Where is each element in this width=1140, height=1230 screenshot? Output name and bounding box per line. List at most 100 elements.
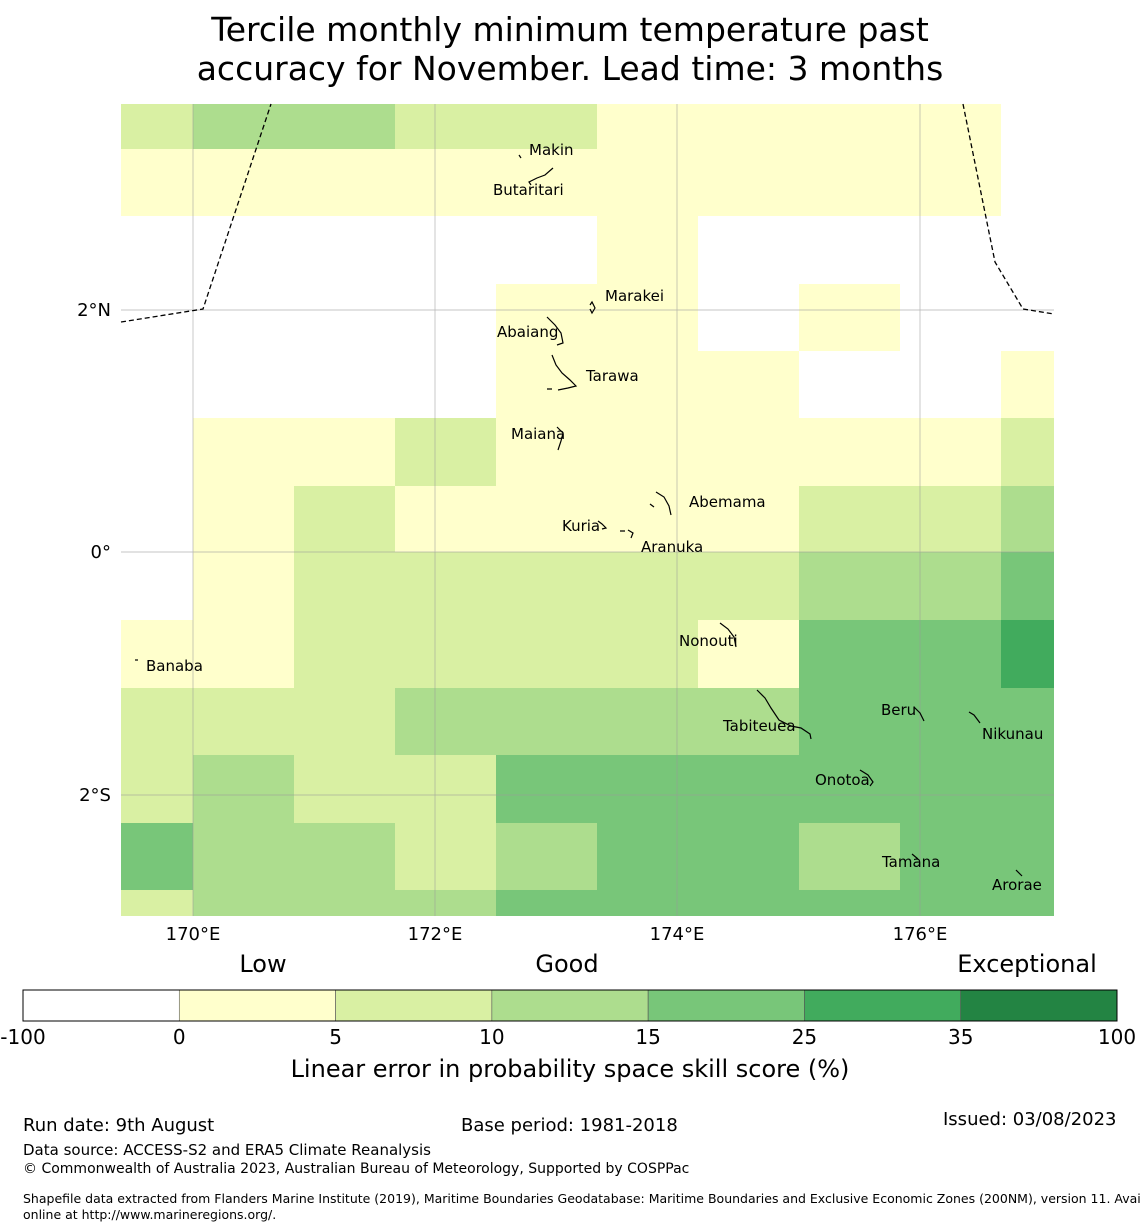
shapefile-credit-2: online at http://www.marineregions.org/.	[23, 1207, 277, 1222]
grid-cell	[698, 620, 799, 688]
grid-cell	[698, 552, 799, 620]
colorbar-swatch	[22, 989, 180, 1022]
label-aranuka: Aranuka	[641, 538, 703, 556]
island-outlines	[135, 154, 1023, 877]
grid-cell	[799, 104, 900, 149]
grid-cell	[395, 104, 496, 149]
grid-cell	[121, 149, 193, 216]
grid-cell	[799, 755, 900, 823]
grid-cell	[121, 104, 193, 149]
label-nonouti: Nonouti	[679, 632, 738, 650]
colorbar-tick-label: 5	[329, 1025, 342, 1049]
grid-cell	[698, 104, 799, 149]
grid-cell	[395, 620, 496, 688]
colorbar-tick-label: -100	[0, 1025, 45, 1049]
colorbar-label: Linear error in probability space skill …	[291, 1055, 850, 1083]
grid-cell	[799, 351, 900, 418]
grid-cell	[395, 351, 496, 418]
grid-cell	[900, 418, 1001, 486]
label-arorae: Arorae	[992, 876, 1042, 894]
run-date: Run date: 9th August	[23, 1115, 215, 1136]
grid-cell	[193, 890, 294, 916]
grid-cell	[121, 823, 193, 890]
grid-cell	[1001, 755, 1054, 823]
grid-cell	[799, 216, 900, 284]
grid-cell	[1001, 104, 1054, 149]
grid-cell	[597, 890, 698, 916]
label-banaba: Banaba	[146, 657, 203, 675]
grid-cell	[799, 688, 900, 755]
grid-cell	[496, 418, 597, 486]
label-tabiteuea: Tabiteuea	[722, 717, 796, 735]
label-maiana: Maiana	[511, 425, 565, 443]
grid-cell	[1001, 149, 1054, 216]
colorbar-tick-label: 25	[792, 1025, 817, 1049]
grid-cell	[799, 552, 900, 620]
colorbar-swatch	[804, 989, 962, 1022]
lon-tick-176e: 176°E	[893, 924, 948, 945]
grid-cell	[294, 688, 395, 755]
grid-cell	[1001, 688, 1054, 755]
grid-cell	[1001, 351, 1054, 418]
colorbar-tick-label: 0	[173, 1025, 186, 1049]
grid-cell	[496, 486, 597, 552]
grid-cell	[294, 486, 395, 552]
grid-cell	[121, 418, 193, 486]
grid-cell	[496, 552, 597, 620]
grid-cell	[496, 620, 597, 688]
grid-cell	[1001, 620, 1054, 688]
axis-tick-labels: 2°N 0° 2°S 170°E 172°E 174°E 176°E	[77, 300, 947, 945]
grid-cell	[597, 284, 698, 351]
grid-cell	[597, 104, 698, 149]
label-kuria: Kuria	[562, 517, 600, 535]
label-makin: Makin	[529, 141, 574, 159]
grid-cell	[294, 755, 395, 823]
grid-cell	[121, 284, 193, 351]
grid-cell	[193, 149, 294, 216]
grid-cell	[1001, 890, 1054, 916]
grid-cell	[900, 688, 1001, 755]
grid-cell	[597, 620, 698, 688]
grid-cell	[496, 149, 597, 216]
lat-tick-2s: 2°S	[79, 785, 111, 806]
grid-cell	[799, 486, 900, 552]
grid-cell	[698, 418, 799, 486]
lon-tick-172e: 172°E	[408, 924, 463, 945]
grid-cell	[193, 351, 294, 418]
grid-cell	[1001, 552, 1054, 620]
grid-cell	[496, 351, 597, 418]
copyright: © Commonwealth of Australia 2023, Austra…	[23, 1161, 690, 1177]
label-marakei: Marakei	[605, 287, 664, 305]
skill-grid	[121, 104, 1054, 916]
grid-cell	[900, 284, 1001, 351]
colorbar-frame	[22, 989, 1118, 1022]
grid-cell	[193, 486, 294, 552]
grid-cell	[900, 823, 1001, 890]
grid-cell	[395, 552, 496, 620]
grid-cell	[496, 688, 597, 755]
grid-cell	[698, 486, 799, 552]
place-labels: Makin Butaritari Marakei Abaiang Tarawa …	[146, 141, 1043, 894]
label-butaritari: Butaritari	[493, 181, 564, 199]
grid-cell	[395, 418, 496, 486]
grid-cell	[900, 351, 1001, 418]
base-period: Base period: 1981-2018	[461, 1115, 678, 1136]
label-nikunau: Nikunau	[982, 725, 1043, 743]
grid-cell	[597, 351, 698, 418]
label-onotoa: Onotoa	[815, 771, 870, 789]
grid-cell	[294, 104, 395, 149]
grid-cell	[395, 149, 496, 216]
colorbar-tick-label: 15	[635, 1025, 660, 1049]
colorbar: Low Good Exceptional -100 0 5 10 15 25 35 100 L…	[0, 950, 1136, 1083]
grid-cell	[193, 823, 294, 890]
grid-cell	[193, 552, 294, 620]
grid-cell	[900, 104, 1001, 149]
grid-cell	[597, 688, 698, 755]
grid-cell	[597, 216, 698, 284]
grid-cell	[900, 552, 1001, 620]
grid-cell	[597, 552, 698, 620]
grid-cell	[799, 284, 900, 351]
grid-cell	[121, 620, 193, 688]
grid-cell	[193, 284, 294, 351]
grid-cell	[900, 890, 1001, 916]
